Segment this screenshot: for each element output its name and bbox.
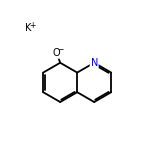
Text: O: O	[53, 48, 60, 58]
Text: K: K	[25, 23, 31, 33]
Text: +: +	[29, 21, 35, 30]
Text: −: −	[57, 45, 64, 54]
Text: N: N	[90, 58, 98, 68]
